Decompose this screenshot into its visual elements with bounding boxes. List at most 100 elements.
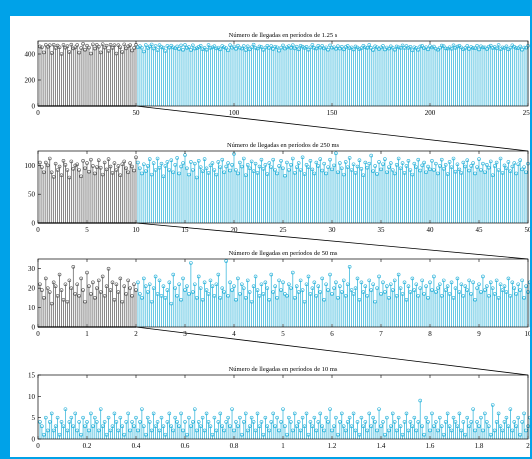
- stem-marker: [445, 411, 450, 416]
- stem-marker: [247, 166, 252, 171]
- stem-marker: [153, 168, 158, 172]
- stem-marker: [275, 296, 279, 300]
- stem-marker: [206, 171, 211, 175]
- stem-marker: [151, 286, 156, 290]
- stem-marker: [83, 47, 87, 52]
- stem-marker: [214, 282, 219, 287]
- stem-marker: [42, 296, 46, 300]
- stem-marker: [247, 424, 252, 429]
- stem-marker: [426, 420, 430, 424]
- stem-marker: [196, 420, 201, 424]
- stem-marker: [49, 170, 54, 175]
- stem-marker: [45, 163, 50, 168]
- stem-marker: [485, 163, 489, 167]
- stem-marker: [406, 428, 411, 433]
- stem-marker: [42, 432, 46, 437]
- stem-marker: [144, 169, 148, 173]
- stem-marker: [502, 284, 507, 289]
- stem-marker: [312, 171, 317, 176]
- y-tick-label: 15: [28, 372, 36, 380]
- stem-marker: [193, 46, 197, 51]
- stem-marker: [177, 282, 181, 287]
- stem-marker: [457, 167, 462, 172]
- stem-marker: [371, 415, 375, 420]
- stem-marker: [408, 45, 413, 49]
- stem-marker: [216, 420, 221, 424]
- stem-marker: [179, 411, 183, 416]
- stem-marker: [79, 432, 83, 437]
- stem-marker: [473, 171, 477, 176]
- stem-marker: [167, 280, 172, 285]
- stem-marker: [339, 166, 344, 171]
- stem-marker: [177, 47, 181, 51]
- stem-marker: [159, 294, 164, 298]
- stem-marker: [228, 43, 232, 47]
- x-tick-label: 45: [476, 226, 484, 234]
- x-tick-label: 1.8: [475, 442, 484, 450]
- stem-marker: [261, 48, 266, 52]
- stem-marker: [251, 420, 256, 424]
- stem-marker: [310, 424, 315, 429]
- stem-marker: [189, 424, 193, 429]
- stem-marker: [222, 290, 226, 294]
- stem-marker: [322, 161, 326, 166]
- stem-marker: [502, 163, 507, 168]
- x-tick-label: 10: [525, 330, 531, 338]
- stem-marker: [304, 163, 309, 167]
- stem-marker: [322, 297, 326, 302]
- x-tick-label: 3: [183, 330, 187, 338]
- stem-marker: [110, 280, 115, 285]
- stem-marker: [467, 278, 472, 283]
- stem-marker: [508, 169, 513, 173]
- stem-marker: [437, 282, 442, 287]
- stem-marker: [369, 424, 374, 429]
- x-tick-label: 0: [36, 226, 40, 234]
- stem-marker: [475, 286, 479, 290]
- stem-marker: [271, 411, 276, 416]
- stem-marker: [38, 282, 42, 287]
- x-tick-label: 4: [232, 330, 236, 338]
- stem-marker: [261, 167, 266, 171]
- stem-marker: [294, 44, 299, 49]
- stem-marker: [453, 286, 458, 290]
- stem-marker: [144, 432, 148, 437]
- stem-marker: [488, 432, 493, 437]
- stem-marker: [520, 278, 524, 283]
- stem-marker: [128, 428, 132, 433]
- stem-marker: [463, 284, 468, 289]
- stem-marker: [240, 432, 244, 437]
- stem-marker: [208, 46, 213, 50]
- stem-marker: [210, 432, 215, 437]
- stem-marker: [351, 162, 356, 167]
- stem-marker: [428, 280, 432, 285]
- stem-marker: [157, 43, 162, 47]
- stem-marker: [392, 47, 397, 52]
- stem-marker: [443, 46, 448, 51]
- stem-marker: [157, 428, 162, 433]
- stem-marker: [328, 407, 332, 411]
- stem-marker: [275, 45, 279, 50]
- stem-marker: [193, 407, 197, 411]
- stem-marker: [124, 46, 128, 51]
- stem-marker: [300, 155, 305, 160]
- x-tick-label: 1.2: [328, 442, 337, 450]
- stem-marker: [283, 292, 287, 296]
- stem-marker: [147, 157, 152, 161]
- stem-marker: [400, 432, 405, 437]
- stem-marker: [343, 294, 348, 298]
- stem-marker: [275, 171, 279, 176]
- stem-marker: [240, 46, 244, 51]
- stem-marker: [140, 45, 144, 50]
- stem-marker: [410, 276, 415, 281]
- stem-marker: [339, 290, 344, 294]
- stem-marker: [122, 284, 127, 289]
- stem-marker: [373, 164, 377, 168]
- stem-marker: [81, 42, 85, 46]
- stem-marker: [102, 294, 107, 298]
- stem-marker: [263, 45, 268, 50]
- stem-marker: [210, 45, 215, 50]
- stem-marker: [469, 420, 473, 424]
- stem-marker: [357, 158, 362, 163]
- stem-marker: [365, 428, 370, 433]
- stem-marker: [339, 45, 344, 49]
